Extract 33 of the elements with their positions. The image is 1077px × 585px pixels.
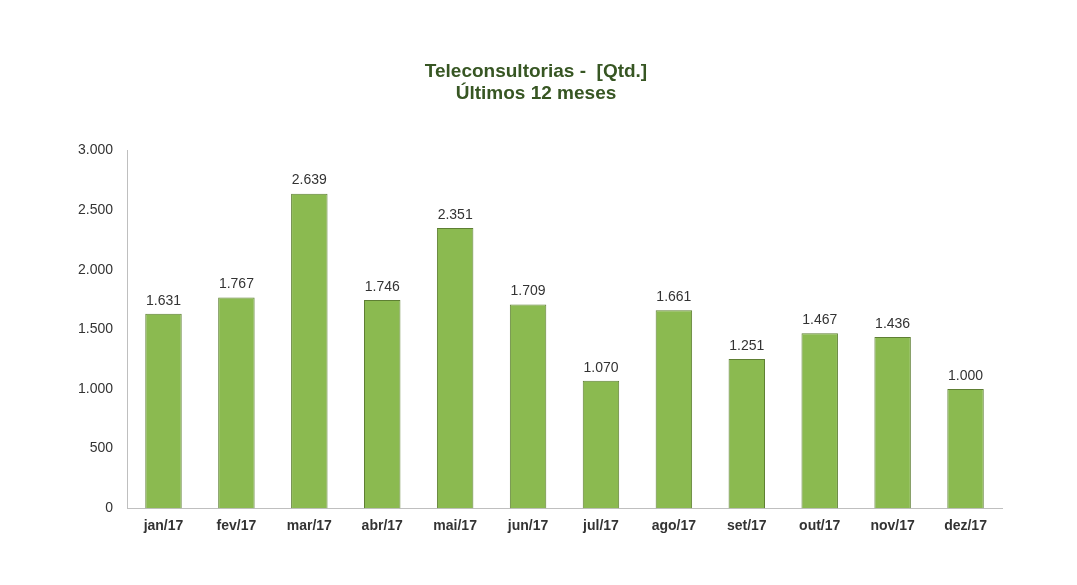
text: Teleconsultorias - [Qtd.]	[424, 59, 648, 81]
x-tick-label: jun/17	[506, 517, 549, 534]
y-tick-label: 500	[89, 439, 114, 456]
x-tick-label: out/17	[799, 517, 841, 534]
text: Últimos 12 meses	[455, 82, 617, 104]
data-label: 2.351	[437, 205, 473, 222]
data-label: 1.746	[364, 277, 400, 294]
x-tick-label: dez/17	[944, 517, 988, 534]
x-tick-label: jul/17	[582, 517, 620, 534]
x-tick-label: mai/17	[433, 517, 478, 534]
y-tick-label: 1.500	[77, 320, 114, 337]
data-label: 2.639	[291, 171, 328, 188]
y-tick-label: 3.000	[77, 141, 114, 158]
x-tick-label: set/17	[726, 517, 767, 534]
data-label: 1.070	[583, 358, 619, 375]
y-tick-label: 2.000	[77, 260, 114, 277]
x-tick-label: ago/17	[651, 517, 697, 534]
x-tick-label: jan/17	[142, 517, 184, 534]
data-label: 1.467	[802, 311, 838, 328]
y-tick-label: 0	[105, 499, 114, 516]
data-label: 1.709	[510, 282, 546, 299]
data-label: 1.631	[145, 291, 182, 308]
x-tick-label: nov/17	[870, 517, 916, 534]
x-tick-label: mar/17	[286, 517, 333, 534]
x-tick-label: fev/17	[216, 517, 257, 534]
data-label: 1.251	[729, 336, 765, 353]
y-tick-label: 1.000	[77, 379, 114, 396]
data-label: 1.000	[948, 366, 984, 383]
y-tick-label: 2.500	[77, 201, 114, 218]
data-label: 1.767	[218, 275, 255, 292]
data-label: 1.661	[656, 288, 692, 305]
data-label: 1.436	[875, 314, 911, 331]
x-tick-label: abr/17	[361, 517, 404, 534]
